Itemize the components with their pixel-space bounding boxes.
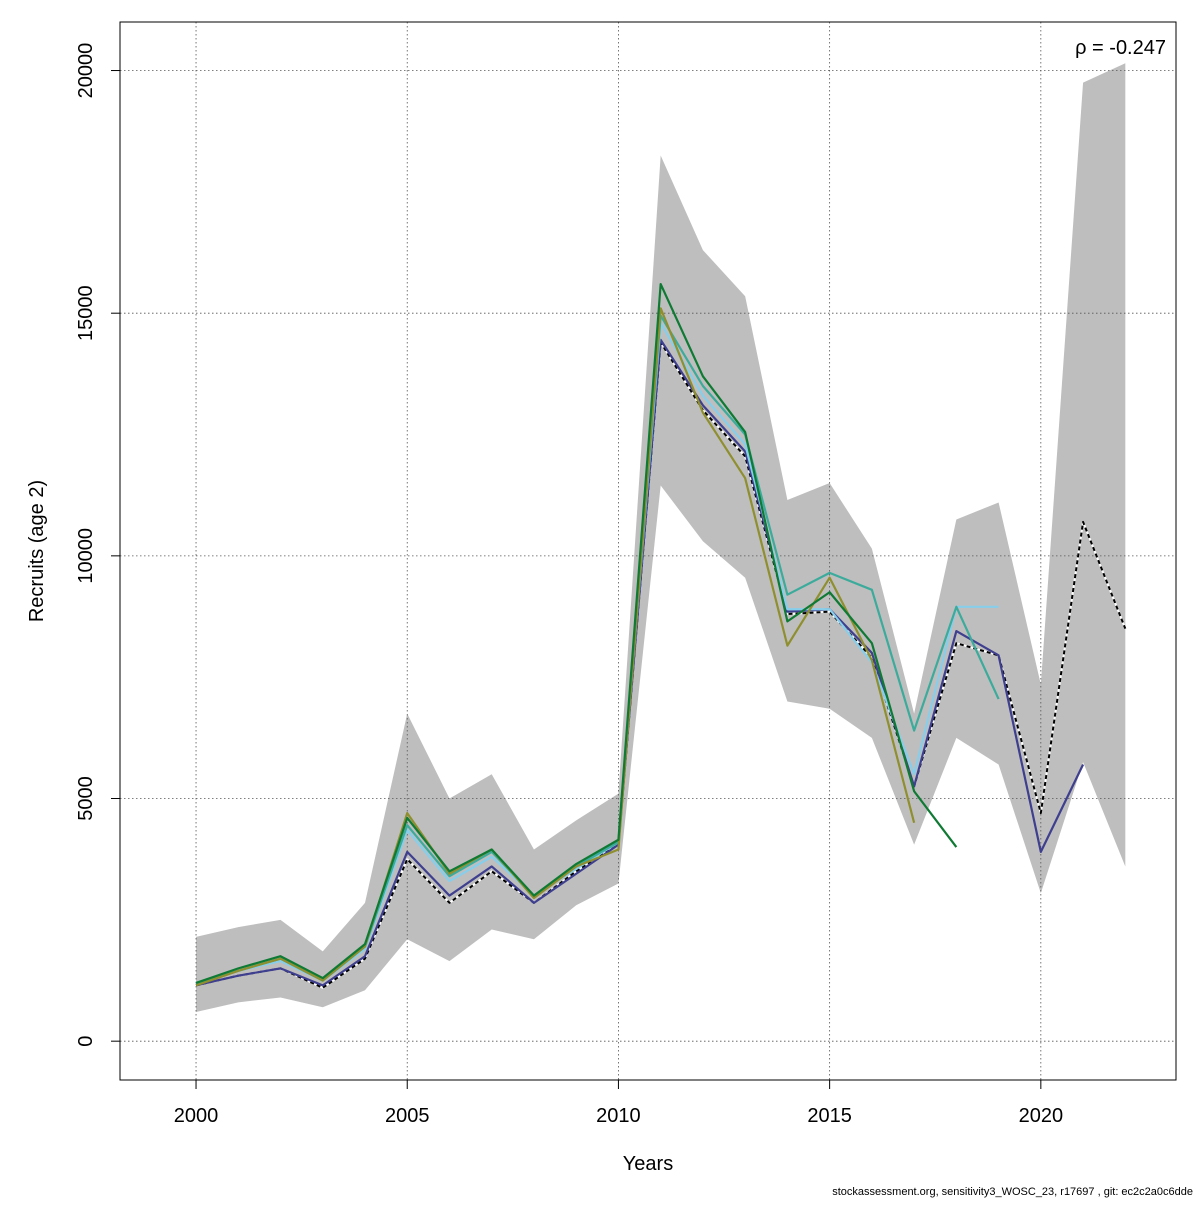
confidence-band — [196, 63, 1126, 1013]
rho-annotation: ρ = -0.247 — [1075, 37, 1166, 59]
x-tick-label-2010: 2010 — [596, 1105, 641, 1127]
footer-credit: stockassessment.org, sensitivity3_WOSC_2… — [832, 1186, 1193, 1198]
axes-layer: 2000 2005 2010 2015 2020 0 5000 10000 15000 20000 — [75, 43, 1063, 1127]
x-tick-label-2005: 2005 — [385, 1105, 430, 1127]
series-layer — [195, 282, 1127, 989]
series-5-line — [195, 282, 958, 984]
confidence-band-layer — [196, 63, 1126, 1013]
plot-frame — [119, 21, 1177, 1081]
y-tick-label-15000: 15000 — [75, 285, 97, 341]
x-axis-title: Years — [623, 1153, 673, 1175]
x-tick-label-2000: 2000 — [174, 1105, 219, 1127]
x-tick-label-2020: 2020 — [1019, 1105, 1064, 1127]
y-tick-label-0: 0 — [75, 1036, 97, 1047]
y-tick-label-5000: 5000 — [75, 776, 97, 821]
rho-symbol: ρ — [1075, 37, 1086, 59]
y-tick-label-20000: 20000 — [75, 43, 97, 99]
rho-value: = -0.247 — [1086, 37, 1166, 59]
y-axis-title: Recruits (age 2) — [26, 480, 48, 622]
y-tick-label-10000: 10000 — [75, 528, 97, 584]
x-tick-label-2015: 2015 — [807, 1105, 852, 1127]
grid-layer — [120, 22, 1176, 1080]
series-4-line — [195, 307, 916, 987]
